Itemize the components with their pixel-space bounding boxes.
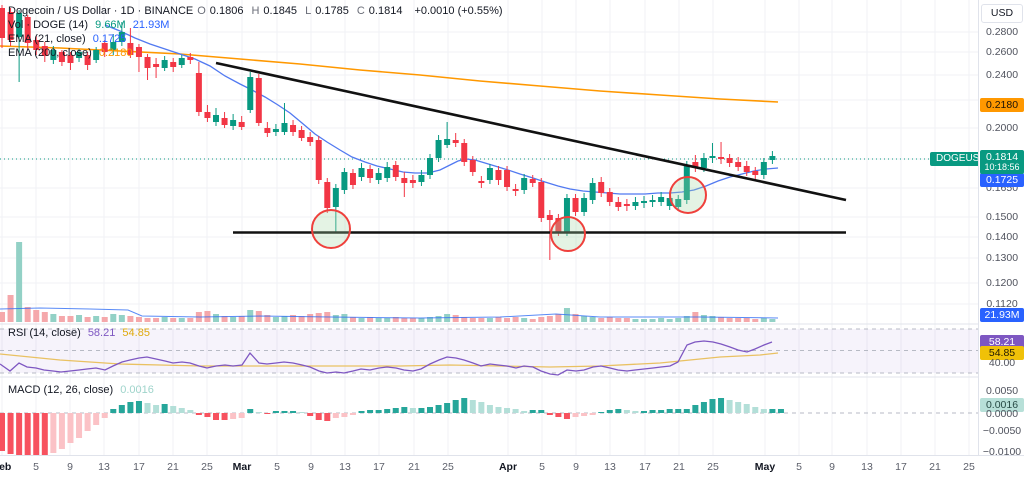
candles bbox=[0, 5, 776, 260]
ohlc-item: C 0.1814 bbox=[356, 5, 403, 17]
price-badge: 21.93M bbox=[980, 308, 1024, 322]
time-axis-label: 25 bbox=[201, 461, 213, 473]
time-axis-label: 17 bbox=[895, 461, 907, 473]
time-axis-label: 9 bbox=[67, 461, 73, 473]
rsi-label: RSI (14, close) bbox=[8, 327, 81, 339]
price-axis-label: 0.2800 bbox=[985, 26, 1019, 38]
time-axis-label: 13 bbox=[339, 461, 351, 473]
price-badge: 0.2180 bbox=[980, 98, 1024, 112]
rsi-axis-label: 40.00 bbox=[988, 357, 1016, 369]
ema21-label: EMA (21, close) bbox=[8, 33, 86, 45]
volume-legend-row[interactable]: Vol · DOGE (14) 9.66M 21.93M bbox=[8, 19, 507, 32]
volume-ma-value: 21.93M bbox=[132, 19, 170, 31]
price-axis[interactable]: 0.2800 0.2600 0.2400 0.2000 0.1650 0.1500 0.14… bbox=[978, 0, 1024, 458]
rsi-legend[interactable]: RSI (14, close) 58.21 54.85 bbox=[8, 327, 154, 341]
symbol-title: Dogecoin / US Dollar · 1D · BINANCE bbox=[8, 5, 194, 17]
macd-axis-label: 0.0016 bbox=[980, 398, 1024, 412]
macd-axis-label: −0.0050 bbox=[982, 425, 1022, 437]
price-axis-label: 0.1120 bbox=[986, 298, 1018, 310]
time-axis-label: 9 bbox=[829, 461, 835, 473]
rsi-ma-value: 54.85 bbox=[122, 327, 150, 339]
time-axis-label: 5 bbox=[796, 461, 802, 473]
chart-canvas[interactable] bbox=[0, 0, 1024, 455]
time-axis-label: 13 bbox=[861, 461, 873, 473]
ohlc-item: L 0.1785 bbox=[305, 5, 349, 17]
time-axis-label: 5 bbox=[274, 461, 280, 473]
ema200-value: 0.2180 bbox=[98, 47, 133, 59]
symbol-price-label: DOGEUSD bbox=[930, 152, 993, 166]
trend-drawings bbox=[215, 61, 847, 234]
time-axis-label: 21 bbox=[408, 461, 420, 473]
time-axis-label: Apr bbox=[498, 461, 518, 473]
macd-label: MACD (12, 26, close) bbox=[8, 384, 114, 396]
price-axis-label: 0.1400 bbox=[985, 231, 1019, 243]
macd-value: 0.0016 bbox=[120, 384, 154, 396]
ema200-label: EMA (200, close) bbox=[8, 47, 92, 59]
last-price-badge: 0.1814 10:18:56 bbox=[980, 150, 1024, 174]
grid-vertical bbox=[1, 0, 970, 455]
macd-axis-label: 0.0050 bbox=[985, 385, 1019, 397]
price-axis-label: 0.2400 bbox=[985, 69, 1019, 81]
rsi-line bbox=[0, 340, 773, 376]
time-axis-label: 9 bbox=[308, 461, 314, 473]
price-axis-label: 0.1300 bbox=[985, 252, 1019, 264]
ema21-value: 0.1725 bbox=[92, 33, 127, 45]
symbol-legend-row[interactable]: Dogecoin / US Dollar · 1D · BINANCE O 0.18… bbox=[8, 5, 507, 18]
ohlc-item: O 0.1806 bbox=[197, 5, 244, 17]
time-axis-label: 25 bbox=[707, 461, 719, 473]
price-axis-label: 0.2600 bbox=[985, 46, 1019, 58]
rsi-ma-line bbox=[0, 352, 779, 368]
macd-legend[interactable]: MACD (12, 26, close) 0.0016 bbox=[8, 384, 158, 398]
time-axis-label: 17 bbox=[133, 461, 145, 473]
time-axis-label: 25 bbox=[442, 461, 454, 473]
ema21-legend-row[interactable]: EMA (21, close) 0.1725 bbox=[8, 33, 507, 46]
time-axis-label: 25 bbox=[963, 461, 975, 473]
ohlc-values: O 0.1806 H 0.1845 L 0.1785 C 0.1814 bbox=[197, 5, 410, 17]
rsi-axis-label: 58.21 bbox=[980, 335, 1024, 349]
price-badge: 0.1725 bbox=[980, 173, 1024, 187]
price-axis-label: 0.1200 bbox=[985, 277, 1019, 289]
time-axis-label: 17 bbox=[373, 461, 385, 473]
volume-label: Vol · DOGE (14) bbox=[8, 19, 89, 31]
last-price-value: 0.1814 bbox=[985, 151, 1019, 163]
volume-ma-line bbox=[0, 307, 779, 319]
rsi-axis-label: 54.85 bbox=[980, 346, 1024, 360]
main-legend: Dogecoin / US Dollar · 1D · BINANCE O 0.18… bbox=[8, 5, 507, 61]
time-axis[interactable]: Feb 5 9 13 17 21 25 Mar 5 9 13 17 21 25 Apr 5 9 13 17 21 25 M… bbox=[0, 455, 1024, 479]
time-axis-label: 5 bbox=[33, 461, 39, 473]
ohlc-item: H 0.1845 bbox=[251, 5, 298, 17]
time-axis-label: May bbox=[754, 461, 776, 473]
time-axis-label: 21 bbox=[167, 461, 179, 473]
time-axis-label: 13 bbox=[604, 461, 616, 473]
time-axis-label: Feb bbox=[0, 461, 12, 473]
ema200-legend-row[interactable]: EMA (200, close) 0.2180 bbox=[8, 47, 507, 60]
time-axis-label: 5 bbox=[539, 461, 545, 473]
price-axis-label: 0.1500 bbox=[985, 211, 1019, 223]
time-axis-label: 17 bbox=[639, 461, 651, 473]
bar-countdown: 10:18:56 bbox=[984, 162, 1020, 172]
volume-value: 9.66M bbox=[95, 19, 126, 31]
price-axis-label: 0.2000 bbox=[985, 122, 1019, 134]
time-axis-label: 9 bbox=[573, 461, 579, 473]
macd-histogram bbox=[0, 398, 784, 455]
macd-axis-label: 0.0000 bbox=[985, 408, 1019, 420]
time-axis-label: 21 bbox=[673, 461, 685, 473]
time-axis-label: 21 bbox=[929, 461, 941, 473]
change-value: +0.0010 (+0.55%) bbox=[414, 5, 503, 17]
currency-toggle-button[interactable]: USD bbox=[981, 4, 1023, 23]
time-axis-label: Mar bbox=[232, 461, 252, 473]
rsi-value: 58.21 bbox=[87, 327, 116, 339]
time-axis-label: 13 bbox=[98, 461, 110, 473]
highlight-circles[interactable] bbox=[311, 176, 707, 252]
